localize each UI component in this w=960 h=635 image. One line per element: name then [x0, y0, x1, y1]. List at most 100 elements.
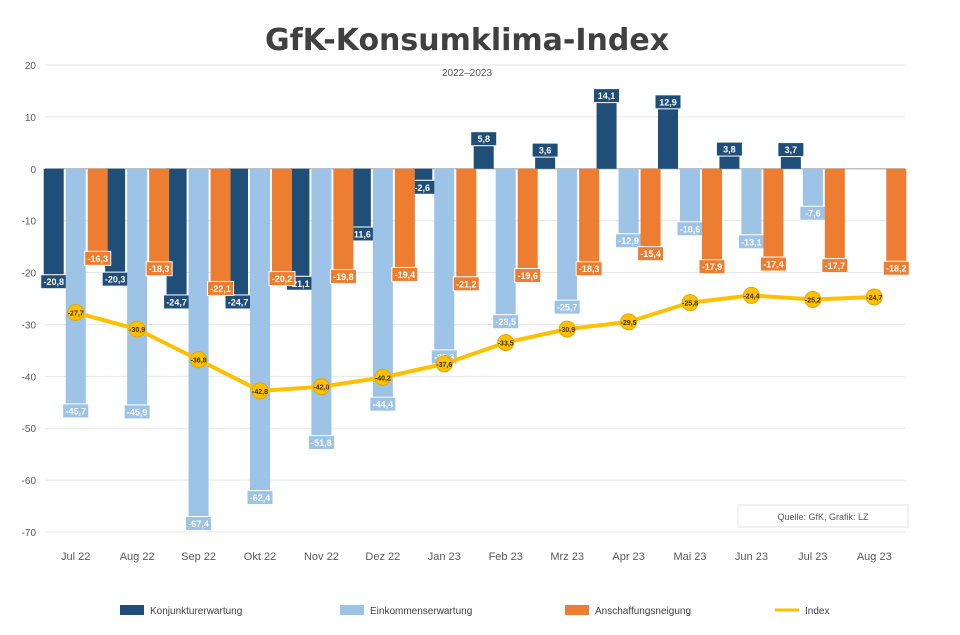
- bar-einkommenserwartung: [741, 168, 762, 237]
- data-label-konjunkturerwartung: -11,6: [351, 229, 371, 239]
- data-label-konjunkturerwartung: 3,7: [785, 145, 798, 155]
- data-label-anschaffungsneigung: -18,2: [886, 264, 907, 274]
- data-label-einkommenserwartung: -13,1: [741, 237, 762, 247]
- data-label-index: -40,2: [375, 375, 391, 382]
- x-axis: Jul 22 Aug 22 Sep 22 Okt 22 Nov 22 Dez 22 Jan …: [61, 551, 892, 563]
- bar-einkommenserwartung: [802, 168, 823, 209]
- bar-einkommenserwartung: [434, 168, 455, 352]
- x-tick-label: Jul 22: [61, 551, 90, 563]
- index-point: [312, 378, 330, 396]
- bar-konjunkturerwartung: [350, 168, 371, 229]
- x-tick-label: Okt 22: [244, 551, 276, 563]
- legend: Konjunkturerwartung Einkommenserwartung An…: [120, 605, 829, 617]
- bar-anschaffungsneigung: [886, 168, 907, 264]
- bar-konjunkturerwartung: [289, 168, 310, 279]
- data-label-konjunkturerwartung: 5,8: [477, 134, 490, 144]
- bar-anschaffungsneigung: [210, 168, 231, 284]
- data-label-anschaffungsneigung: -22,1: [210, 284, 231, 294]
- data-label-konjunkturerwartung: 3,6: [539, 146, 552, 156]
- data-label-konjunkturerwartung: -24,7: [228, 297, 249, 307]
- data-label-box: [452, 276, 480, 292]
- data-label-box: [145, 261, 173, 277]
- data-label-index: -27,7: [68, 311, 84, 318]
- bar-anschaffungsneigung: [763, 168, 784, 260]
- data-label-box: [207, 280, 235, 296]
- data-label-einkommenserwartung: -28,5: [495, 317, 516, 327]
- data-label-konjunkturerwartung: -20,8: [43, 277, 64, 287]
- x-tick-label: Dez 22: [365, 551, 400, 563]
- data-label-box: [391, 266, 419, 282]
- bar-anschaffungsneigung: [394, 168, 415, 270]
- x-tick-label: Jul 23: [798, 551, 827, 563]
- x-tick-label: Aug 23: [857, 551, 892, 563]
- data-label-index: -42,0: [313, 385, 329, 392]
- data-label-einkommenserwartung: -51,8: [311, 438, 332, 448]
- bar-konjunkturerwartung: [43, 168, 64, 277]
- x-tick-label: Jun 23: [735, 551, 768, 563]
- data-label-anschaffungsneigung: -18,3: [579, 264, 600, 274]
- data-label-anschaffungsneigung: -17,4: [763, 260, 784, 270]
- index-point: [681, 294, 699, 312]
- bar-einkommenserwartung: [618, 168, 639, 236]
- legend-label: Einkommenserwartung: [370, 606, 472, 617]
- index-point: [804, 291, 822, 309]
- bar-anschaffungsneigung: [272, 168, 292, 274]
- bar-anschaffungsneigung: [456, 168, 477, 279]
- data-label-anschaffungsneigung: -16,3: [87, 254, 108, 264]
- data-label-index: -36,8: [191, 358, 207, 365]
- index-point: [128, 320, 146, 338]
- data-label-box: [654, 94, 682, 110]
- data-label-einkommenserwartung: -62,4: [250, 493, 271, 503]
- index-point: [374, 368, 392, 386]
- bar-konjunkturerwartung: [596, 95, 617, 169]
- index-point: [497, 334, 515, 352]
- bar-anschaffungsneigung: [149, 168, 170, 264]
- bar-anschaffungsneigung: [333, 168, 354, 272]
- data-label-box: [759, 256, 787, 272]
- y-tick-label: -30: [22, 320, 37, 331]
- bar-einkommenserwartung: [557, 168, 578, 303]
- data-label-index: -29,5: [621, 320, 637, 327]
- index-point: [865, 288, 883, 306]
- bar-konjunkturerwartung: [658, 101, 678, 169]
- data-label-box: [62, 403, 90, 419]
- bar-einkommenserwartung: [372, 168, 393, 400]
- bar-konjunkturerwartung: [473, 138, 494, 169]
- data-label-index: -24,4: [743, 293, 759, 300]
- bar-konjunkturerwartung: [105, 168, 126, 275]
- data-label-box: [575, 261, 603, 277]
- bar-konjunkturerwartung: [412, 168, 433, 183]
- data-label-box: [185, 516, 213, 532]
- data-label-index: -25,8: [682, 301, 698, 308]
- data-label-anschaffungsneigung: -17,7: [825, 261, 846, 271]
- data-label-box: [514, 267, 542, 283]
- data-label-box: [246, 490, 274, 506]
- data-label-konjunkturerwartung: -20,3: [105, 275, 126, 285]
- data-label-box: [492, 314, 520, 330]
- data-label-box: [637, 246, 665, 262]
- x-tick-label: Jan 23: [428, 551, 461, 563]
- bar-anschaffungsneigung: [702, 168, 722, 262]
- data-label-konjunkturerwartung: -21,1: [289, 279, 310, 289]
- data-label-konjunkturerwartung: -2,6: [415, 183, 431, 193]
- data-label-box: [593, 88, 621, 104]
- source-text: Quelle: GfK, Grafik: LZ: [777, 512, 869, 522]
- x-tick-label: Apr 23: [612, 551, 644, 563]
- data-label-box: [777, 142, 805, 158]
- legend-label: Index: [805, 606, 829, 617]
- data-label-konjunkturerwartung: 14,1: [598, 91, 616, 101]
- data-label-konjunkturerwartung: 3,8: [723, 145, 736, 155]
- data-label-box: [531, 142, 559, 158]
- data-label-anschaffungsneigung: -21,2: [456, 279, 477, 289]
- index-point: [190, 351, 208, 369]
- bar-anschaffungsneigung: [579, 168, 600, 264]
- data-label-einkommenserwartung: -7,6: [805, 209, 821, 219]
- y-axis: 20 10 0 -10 -20 -30 -40 -50 -60 -70: [22, 61, 37, 539]
- data-label-einkommenserwartung: -12,9: [618, 236, 639, 246]
- bar-anschaffungsneigung: [640, 168, 661, 249]
- bar-konjunkturerwartung: [166, 168, 187, 297]
- data-label-box: [821, 258, 849, 274]
- index-point: [67, 304, 85, 322]
- bar-anschaffungsneigung: [824, 168, 845, 261]
